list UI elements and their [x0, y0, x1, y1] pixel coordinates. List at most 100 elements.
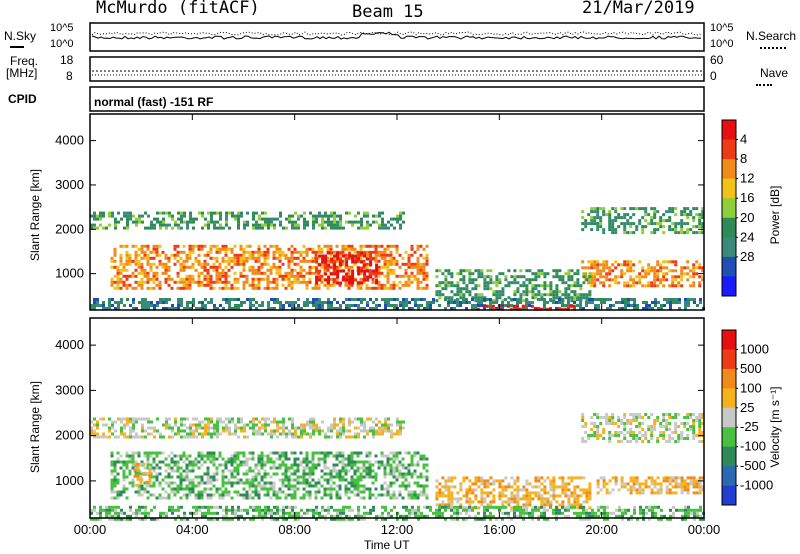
- velocity-echo-cell: [350, 478, 354, 482]
- power-echo-cell: [585, 304, 588, 307]
- velocity-echo-cell: [170, 460, 174, 464]
- power-echo-cell: [552, 290, 556, 294]
- power-echo-cell: [168, 223, 171, 227]
- power-echo-cell: [230, 259, 234, 263]
- velocity-echo-cell: [312, 426, 315, 430]
- velocity-echo-cell: [453, 505, 456, 509]
- power-echo-cell: [303, 301, 306, 304]
- power-echo-cell: [593, 219, 597, 223]
- velocity-echo-cell: [138, 517, 141, 521]
- velocity-echo-cell: [329, 472, 333, 476]
- power-echo-cell: [143, 253, 147, 257]
- velocity-echo-cell: [284, 469, 288, 473]
- power-echo-cell: [519, 275, 523, 279]
- velocity-echo-cell: [659, 425, 663, 428]
- velocity-echo-cell: [288, 511, 291, 515]
- power-echo-cell: [447, 301, 450, 304]
- velocity-echo-cell: [302, 487, 306, 491]
- velocity-echo-cell: [305, 466, 309, 470]
- power-echo-cell: [270, 298, 273, 301]
- velocity-echo-cell: [662, 416, 666, 419]
- power-echo-cell: [285, 226, 288, 230]
- velocity-echo-cell: [120, 432, 123, 436]
- velocity-echo-cell: [395, 478, 399, 482]
- power-echo-cell: [642, 307, 645, 310]
- velocity-echo-cell: [267, 423, 270, 427]
- velocity-echo-cell: [486, 482, 490, 486]
- velocity-echo-cell: [644, 485, 648, 489]
- velocity-echo-cell: [635, 479, 639, 483]
- velocity-echo-cell: [356, 466, 360, 470]
- power-echo-cell: [534, 293, 538, 297]
- velocity-echo-cell: [143, 454, 147, 458]
- velocity-echo-cell: [257, 463, 261, 467]
- power-echo-cell: [303, 220, 306, 224]
- power-echo-cell: [137, 259, 141, 263]
- power-echo-cell: [287, 274, 291, 278]
- velocity-echo-cell: [410, 460, 414, 464]
- velocity-echo-cell: [635, 419, 639, 422]
- velocity-echo-cell: [381, 517, 384, 521]
- velocity-echo-cell: [623, 437, 627, 440]
- power-echo-cell: [374, 250, 378, 254]
- velocity-echo-cell: [507, 503, 511, 507]
- power-echo-cell: [662, 213, 666, 217]
- velocity-echo-cell: [395, 454, 399, 458]
- velocity-echo-cell: [155, 472, 159, 476]
- velocity-echo-cell: [332, 487, 336, 491]
- power-echo-cell: [201, 211, 204, 215]
- velocity-echo-cell: [438, 488, 442, 492]
- power-echo-cell: [444, 269, 448, 273]
- velocity-echo-cell: [251, 475, 255, 479]
- power-echo-cell: [266, 286, 270, 290]
- velocity-echo-cell: [227, 478, 231, 482]
- power-echo-cell: [210, 217, 213, 221]
- power-echo-cell: [212, 244, 216, 248]
- velocity-echo-cell: [471, 488, 475, 492]
- velocity-echo-cell: [683, 488, 687, 492]
- power-echo-cell: [374, 274, 378, 278]
- power-echo-cell: [483, 284, 487, 288]
- velocity-echo-cell: [161, 478, 165, 482]
- velocity-echo-cell: [327, 429, 330, 433]
- velocity-echo-cell: [534, 485, 538, 489]
- velocity-echo-cell: [282, 417, 285, 421]
- velocity-echo-cell: [167, 472, 171, 476]
- velocity-echo-cell: [206, 475, 210, 479]
- velocity-echo-cell: [650, 488, 654, 492]
- velocity-echo-cell: [590, 416, 594, 419]
- velocity-echo-cell: [362, 484, 366, 488]
- velocity-echo-cell: [263, 493, 267, 497]
- power-echo-cell: [308, 259, 312, 263]
- power-echo-cell: [686, 266, 690, 270]
- power-echo-cell: [113, 280, 117, 284]
- power-echo-cell: [590, 284, 594, 288]
- velocity-echo-cell: [698, 485, 702, 489]
- power-echo-cell: [698, 216, 702, 220]
- power-echo-cell: [348, 307, 351, 310]
- power-echo-cell: [242, 286, 246, 290]
- power-echo-cell: [567, 272, 571, 276]
- velocity-echo-cell: [359, 484, 363, 488]
- power-echo-cell: [668, 207, 672, 211]
- velocity-echo-cell: [90, 426, 93, 430]
- power-echo-cell: [209, 286, 213, 290]
- velocity-echo-cell: [447, 503, 451, 507]
- velocity-echo-cell: [270, 517, 273, 521]
- velocity-echo-cell: [581, 440, 585, 443]
- velocity-echo-cell: [605, 491, 609, 495]
- velocity-echo-cell: [299, 451, 303, 455]
- power-echo-cell: [680, 222, 684, 226]
- velocity-echo-cell: [296, 469, 300, 473]
- power-echo-cell: [359, 256, 363, 260]
- velocity-echo-cell: [156, 517, 159, 521]
- power-echo-cell: [536, 307, 540, 311]
- velocity-echo-cell: [137, 451, 141, 455]
- power-echo-cell: [459, 269, 463, 273]
- velocity-echo-cell: [632, 485, 636, 489]
- power-echo-cell: [435, 284, 439, 288]
- power-echo-cell: [287, 277, 291, 281]
- velocity-echo-cell: [222, 420, 225, 424]
- velocity-echo-cell: [582, 500, 586, 504]
- power-echo-cell: [204, 298, 207, 301]
